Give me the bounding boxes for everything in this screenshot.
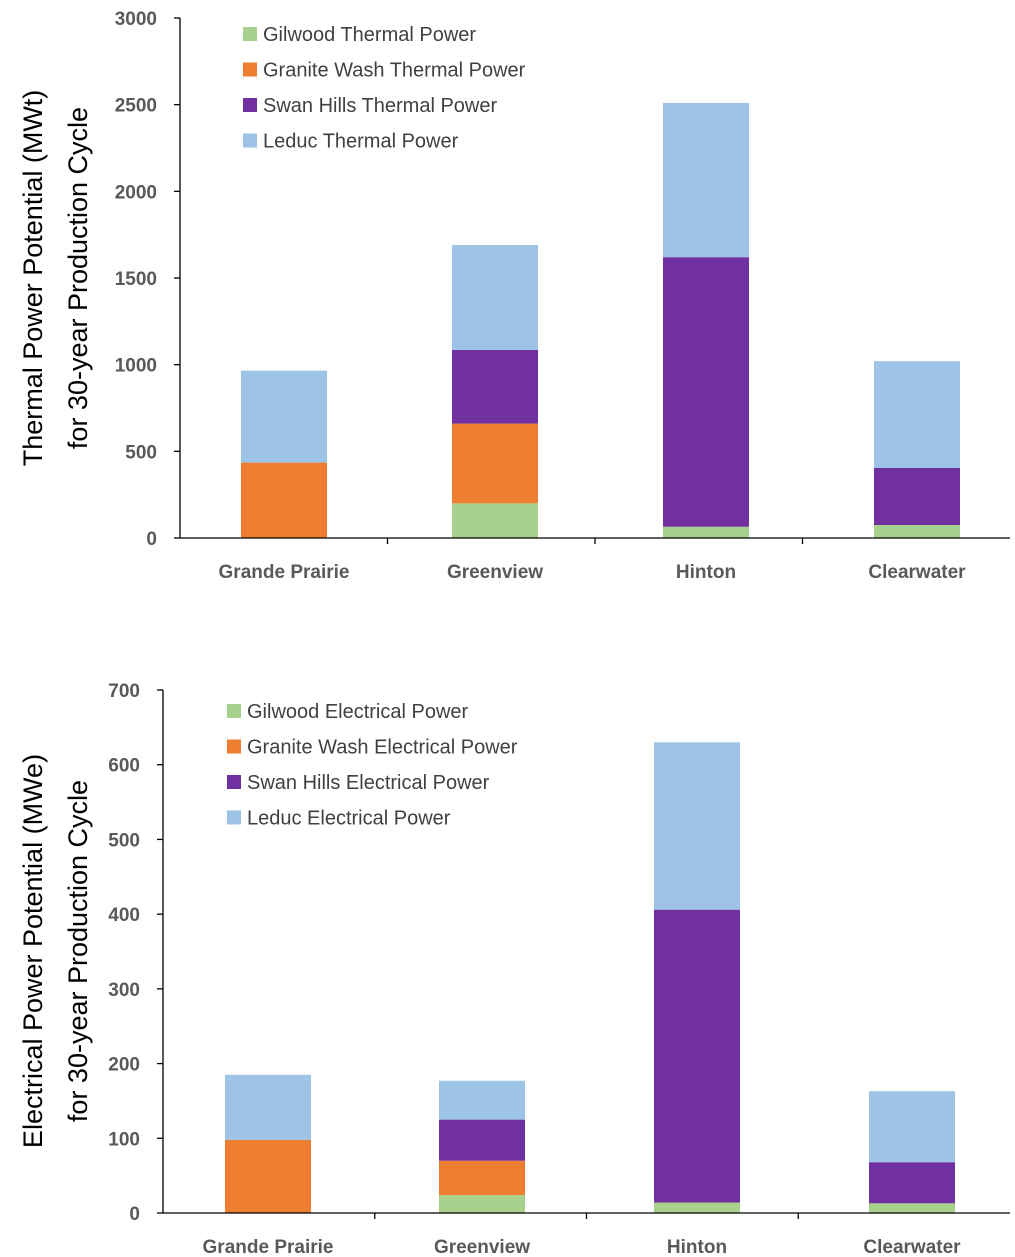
bar-segment	[452, 503, 538, 538]
x-tick-label: Hinton	[676, 562, 736, 583]
y-tick-label: 500	[108, 830, 140, 851]
legend-label: Granite Wash Thermal Power	[263, 60, 526, 82]
bar-segment	[439, 1080, 525, 1120]
y-tick-label: 2000	[115, 182, 157, 203]
x-tick-label: Clearwater	[863, 1237, 961, 1257]
bar-segment	[452, 245, 538, 350]
y-tick-label: 1500	[115, 269, 157, 290]
x-tick-label: Grande Prairie	[203, 1237, 334, 1257]
bar-segment	[869, 1203, 955, 1213]
y-axis-title: Electrical Power Potential (MWe)	[18, 754, 48, 1148]
y-tick-label: 500	[125, 442, 157, 463]
y-axis-title-line-2: for 30-year Production Cycle	[63, 107, 93, 449]
bar-segment	[654, 742, 740, 910]
y-tick-label: 100	[108, 1129, 140, 1150]
y-tick-label: 400	[108, 905, 140, 926]
bar-segment	[439, 1119, 525, 1161]
x-tick-label: Greenview	[447, 562, 543, 583]
y-axis-title-line-2: for 30-year Production Cycle	[63, 780, 93, 1122]
bar-segment	[439, 1195, 525, 1213]
legend-swatch	[243, 62, 257, 77]
x-tick-label: Greenview	[434, 1237, 530, 1257]
bar-segment	[452, 423, 538, 504]
y-tick-label: 1000	[115, 356, 157, 377]
x-tick-label: Clearwater	[868, 562, 966, 583]
bar-segment	[654, 1202, 740, 1213]
legend-swatch	[227, 739, 241, 754]
x-tick-label: Hinton	[667, 1237, 727, 1257]
legend-label: Leduc Thermal Power	[263, 131, 459, 153]
legend-swatch	[227, 775, 241, 789]
y-tick-label: 2500	[115, 96, 157, 117]
bar-segment	[869, 1091, 955, 1163]
legend-swatch	[243, 133, 257, 148]
bar-segment	[225, 1139, 311, 1213]
y-tick-label: 200	[108, 1055, 140, 1076]
bar-segment	[874, 361, 960, 468]
bar-segment	[663, 526, 749, 538]
legend-label: Gilwood Thermal Power	[263, 24, 476, 46]
legend-label: Swan Hills Electrical Power	[247, 772, 490, 794]
bar-segment	[452, 349, 538, 424]
bar-segment	[874, 525, 960, 538]
legend-swatch	[227, 810, 241, 825]
bar-segment	[663, 257, 749, 527]
y-tick-label: 700	[108, 681, 140, 702]
chart-2: 0 100 200 300 400 500 600 700 Grande Prairie Gree…	[18, 681, 1010, 1257]
legend-label: Granite Wash Electrical Power	[247, 737, 518, 759]
bar-segment	[874, 467, 960, 525]
y-tick-label: 300	[108, 980, 140, 1001]
y-axis-title: Thermal Power Potential (MWt)	[18, 90, 48, 467]
bar-segment	[439, 1160, 525, 1196]
bar-segment	[654, 909, 740, 1203]
bar-segment	[241, 370, 327, 463]
bar-segment	[241, 462, 327, 538]
legend-label: Gilwood Electrical Power	[247, 701, 469, 723]
legend-label: Leduc Electrical Power	[247, 808, 451, 830]
bar-segment	[663, 102, 749, 258]
legend-swatch	[243, 27, 257, 41]
y-tick-label: 3000	[115, 9, 157, 30]
chart-1: 0 500 1000 1500 2000 2500 3000 Grande Prairie Gr…	[18, 9, 1010, 583]
legend-swatch	[227, 704, 241, 718]
y-tick-label: 600	[108, 756, 140, 777]
legend-label: Swan Hills Thermal Power	[263, 95, 497, 117]
x-tick-label: Grande Prairie	[219, 562, 350, 583]
bar-segment	[225, 1074, 311, 1140]
y-tick-label: 0	[129, 1204, 140, 1225]
y-tick-label: 0	[146, 529, 157, 550]
bar-segment	[869, 1162, 955, 1204]
legend-swatch	[243, 98, 257, 112]
